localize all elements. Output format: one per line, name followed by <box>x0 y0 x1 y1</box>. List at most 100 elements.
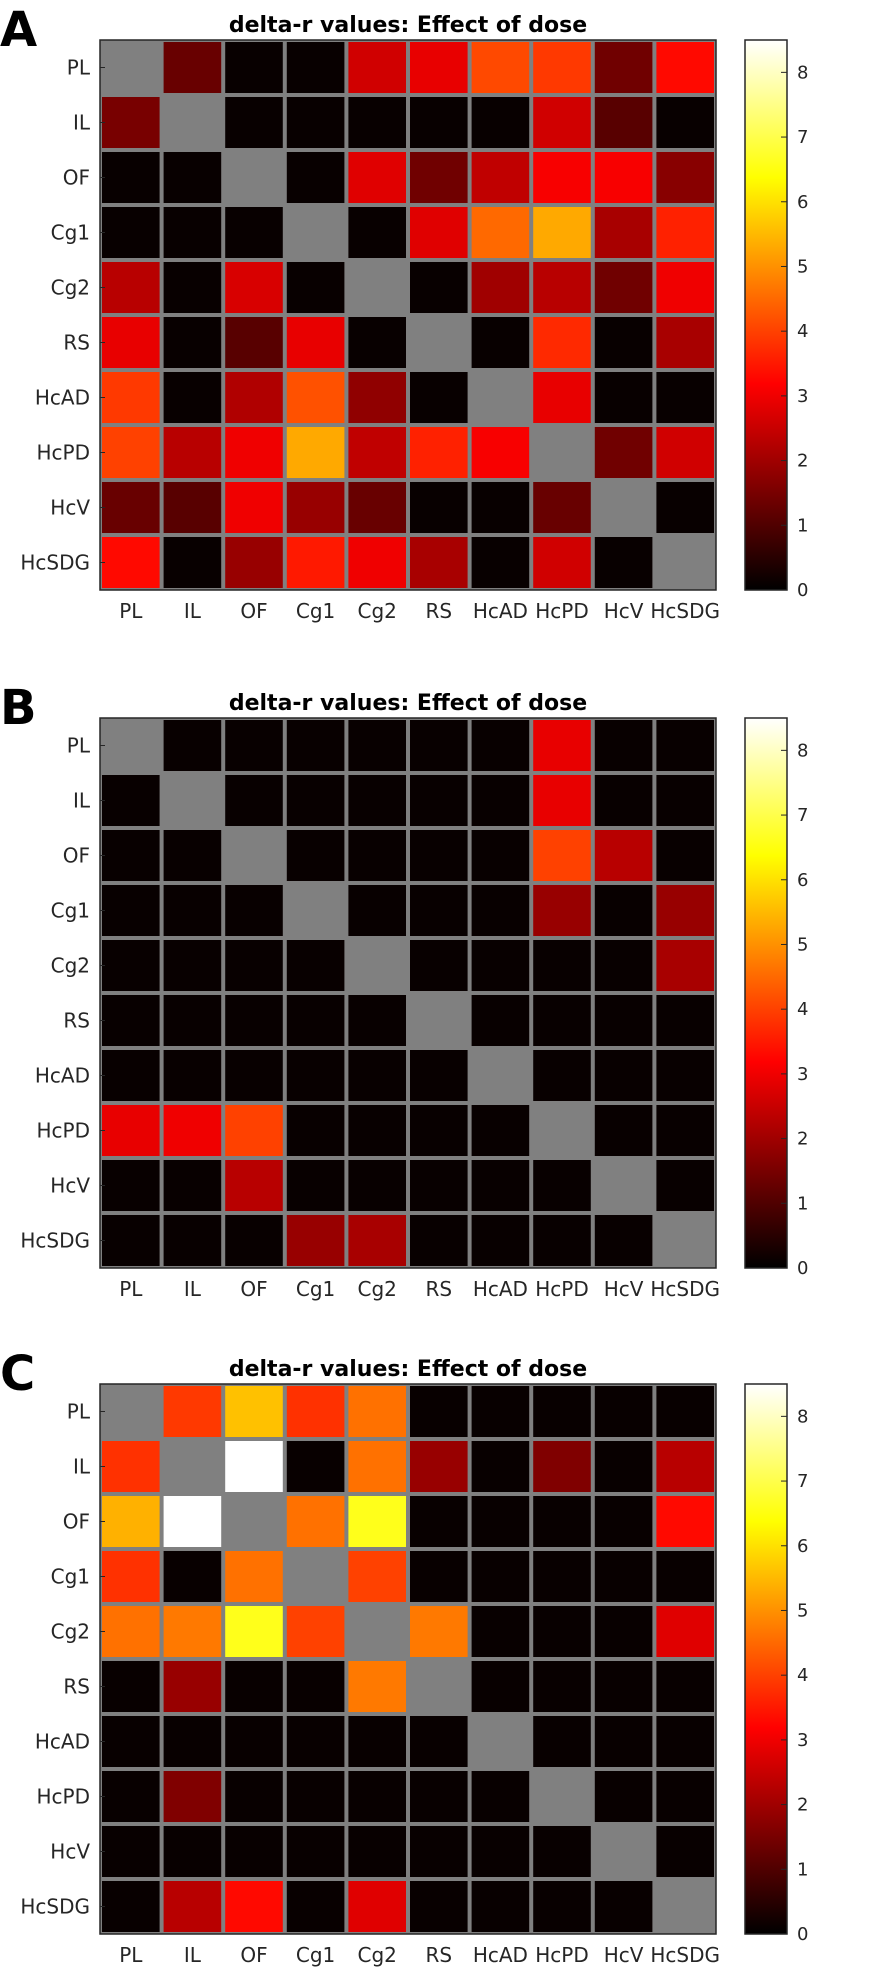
y-tick-label: RS <box>63 331 90 355</box>
heatmap-cell <box>163 152 222 203</box>
heatmap-cell <box>163 1716 222 1767</box>
heatmap-cell <box>286 1771 345 1822</box>
heatmap-cell <box>410 1771 468 1822</box>
heatmap-cell <box>348 885 406 936</box>
heatmap-cell <box>102 1881 160 1932</box>
x-tick-label: HcAD <box>473 599 528 623</box>
heatmap-cell <box>471 97 530 148</box>
heatmap-cell <box>225 372 283 423</box>
x-tick-label: PL <box>119 1277 143 1301</box>
heatmap-cell <box>533 1050 591 1101</box>
heatmap-cell <box>471 995 530 1046</box>
x-tick-label: HcPD <box>535 599 589 623</box>
heatmap-cell <box>594 1716 653 1767</box>
heatmap-cell <box>163 940 222 991</box>
heatmap-cell <box>410 1215 468 1266</box>
x-tick-label: HcPD <box>535 1277 589 1301</box>
x-tick-label: HcAD <box>473 1943 528 1967</box>
heatmap-cell <box>286 1496 345 1547</box>
plot-frame <box>99 1383 717 1935</box>
heatmap-cell <box>410 97 468 148</box>
heatmap-cell <box>533 1881 591 1932</box>
heatmap-cell <box>594 372 653 423</box>
y-tick-label: Cg1 <box>51 221 90 245</box>
heatmap-cell <box>533 262 591 313</box>
x-tick-label: RS <box>426 1277 453 1301</box>
y-tick-label: HcPD <box>37 1119 91 1143</box>
heatmap-cell <box>656 1160 714 1211</box>
heatmap-cell <box>410 207 468 258</box>
heatmap-cell <box>102 482 160 533</box>
heatmap-cell <box>286 775 345 826</box>
heatmap-cell <box>163 1826 222 1877</box>
heatmap-cell <box>163 262 222 313</box>
colorbar-tick-label: 7 <box>797 1471 808 1492</box>
heatmap-cell <box>102 207 160 258</box>
heatmap-cell <box>594 1050 653 1101</box>
heatmap-cell <box>163 537 222 588</box>
heatmap-cell <box>286 537 345 588</box>
y-tick-label: OF <box>63 1510 90 1534</box>
heatmap-cell <box>533 42 591 93</box>
heatmap-cell <box>410 1551 468 1602</box>
heatmap-cell <box>225 775 283 826</box>
heatmap-cell <box>594 42 653 93</box>
heatmap-cell <box>656 482 714 533</box>
colorbar-tick-label: 3 <box>797 1064 808 1085</box>
x-tick-label: HcSDG <box>650 599 720 623</box>
heatmap-cell <box>348 317 406 368</box>
heatmap-cell <box>533 97 591 148</box>
y-tick-label: RS <box>63 1675 90 1699</box>
panel-letter: C <box>0 1346 35 1402</box>
heatmap-cell <box>225 1661 283 1712</box>
heatmap-cell <box>102 1050 160 1101</box>
heatmap-cell <box>471 1661 530 1712</box>
x-tick-label: Cg2 <box>358 599 397 623</box>
heatmap-cell <box>594 427 653 478</box>
heatmap-cell <box>594 1661 653 1712</box>
y-tick-label: HcSDG <box>20 1229 90 1253</box>
heatmap-cell <box>102 940 160 991</box>
y-tick-label: IL <box>73 1455 91 1479</box>
heatmap-cell <box>286 1050 345 1101</box>
heatmap-cell <box>471 482 530 533</box>
colorbar-tick-label: 5 <box>797 934 808 955</box>
heatmap-cell <box>533 317 591 368</box>
heatmap-cell <box>102 1441 160 1492</box>
heatmap-cell <box>594 1606 653 1657</box>
heatmap-cell <box>286 720 345 771</box>
heatmap-cell <box>656 207 714 258</box>
colorbar-tick-label: 2 <box>797 1795 808 1816</box>
heatmap-cell <box>102 1105 160 1156</box>
heatmap-cell <box>594 262 653 313</box>
heatmap-cell <box>286 1441 345 1492</box>
y-tick-label: HcV <box>50 496 90 520</box>
heatmap-cell <box>594 1160 653 1211</box>
y-tick-label: Cg2 <box>51 276 90 300</box>
heatmap-cell <box>410 1105 468 1156</box>
colorbar-tick-label: 0 <box>797 1924 808 1945</box>
colorbar-tick-label: 1 <box>797 1193 808 1214</box>
heatmap-cell <box>410 537 468 588</box>
y-tick-label: IL <box>73 111 91 135</box>
heatmap-cell <box>286 940 345 991</box>
heatmap-cell <box>410 262 468 313</box>
heatmap-cell <box>348 262 406 313</box>
heatmap-cell <box>286 995 345 1046</box>
heatmap-cell <box>471 720 530 771</box>
x-tick-label: IL <box>184 1943 202 1967</box>
heatmap-cell <box>471 1105 530 1156</box>
colorbar <box>744 717 788 1269</box>
heatmap-cell <box>286 372 345 423</box>
heatmap-cell <box>286 1215 345 1266</box>
x-tick-label: Cg2 <box>358 1277 397 1301</box>
heatmap-cell <box>163 372 222 423</box>
heatmap-cell <box>656 97 714 148</box>
colorbar-tick-label: 0 <box>797 580 808 601</box>
heatmap-cell <box>471 1215 530 1266</box>
heatmap-cell <box>348 97 406 148</box>
heatmap-cell <box>163 1050 222 1101</box>
heatmap-cell <box>102 152 160 203</box>
heatmap-cell <box>656 1496 714 1547</box>
